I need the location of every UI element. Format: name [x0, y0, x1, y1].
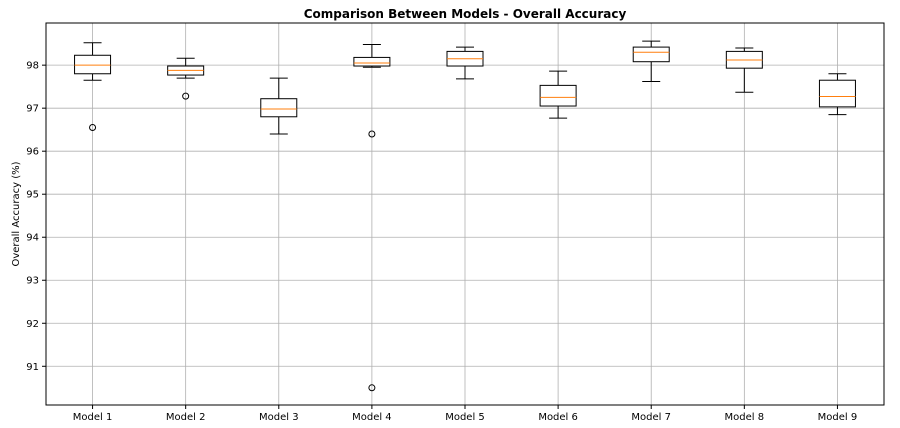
chart-title: Comparison Between Models - Overall Accu…: [304, 7, 627, 21]
outlier-point: [368, 130, 376, 138]
box-2: [167, 57, 205, 100]
y-tick-label: 96: [26, 147, 39, 158]
box-iqr: [353, 56, 391, 67]
box-iqr: [632, 46, 670, 63]
x-tick-label: Model 4: [352, 412, 392, 423]
box-iqr: [539, 84, 577, 107]
y-tick-label: 98: [26, 61, 39, 72]
x-tick-label: Model 5: [445, 412, 485, 423]
x-tick-label: Model 2: [166, 412, 206, 423]
y-tick-label: 95: [26, 190, 39, 201]
y-tick-label: 92: [26, 319, 39, 330]
box-6: [539, 70, 577, 119]
x-tick-label: Model 9: [818, 412, 858, 423]
x-tick-label: Model 7: [631, 412, 671, 423]
x-tick-label: Model 3: [259, 412, 299, 423]
box-7: [632, 40, 670, 83]
outlier-point: [89, 124, 97, 132]
box-iqr: [74, 54, 112, 75]
x-tick-label: Model 1: [73, 412, 113, 423]
box-3: [260, 77, 298, 135]
boxes: [74, 40, 856, 392]
y-tick-label: 91: [26, 362, 39, 373]
box-iqr: [260, 98, 298, 118]
box-8: [725, 47, 763, 93]
x-tick-label: Model 8: [725, 412, 765, 423]
x-tick-label: Model 6: [538, 412, 578, 423]
box-9: [818, 73, 856, 116]
box-4: [353, 44, 391, 392]
box-5: [446, 46, 484, 80]
plot-frame: [45, 22, 885, 406]
outlier-point: [182, 92, 190, 100]
y-tick-label: 93: [26, 276, 39, 287]
y-tick-label: 97: [26, 104, 39, 115]
grid-lines: [46, 23, 884, 405]
y-tick-label: 94: [26, 233, 39, 244]
outlier-point: [368, 384, 376, 392]
box-1: [74, 42, 112, 132]
box-iqr: [818, 79, 856, 108]
axes: 91 92 93 94 95 96 97 98 Model 1 Model 2 Model 3 Mod…: [26, 61, 857, 423]
y-axis-label: Overall Accuracy (%): [11, 161, 22, 266]
